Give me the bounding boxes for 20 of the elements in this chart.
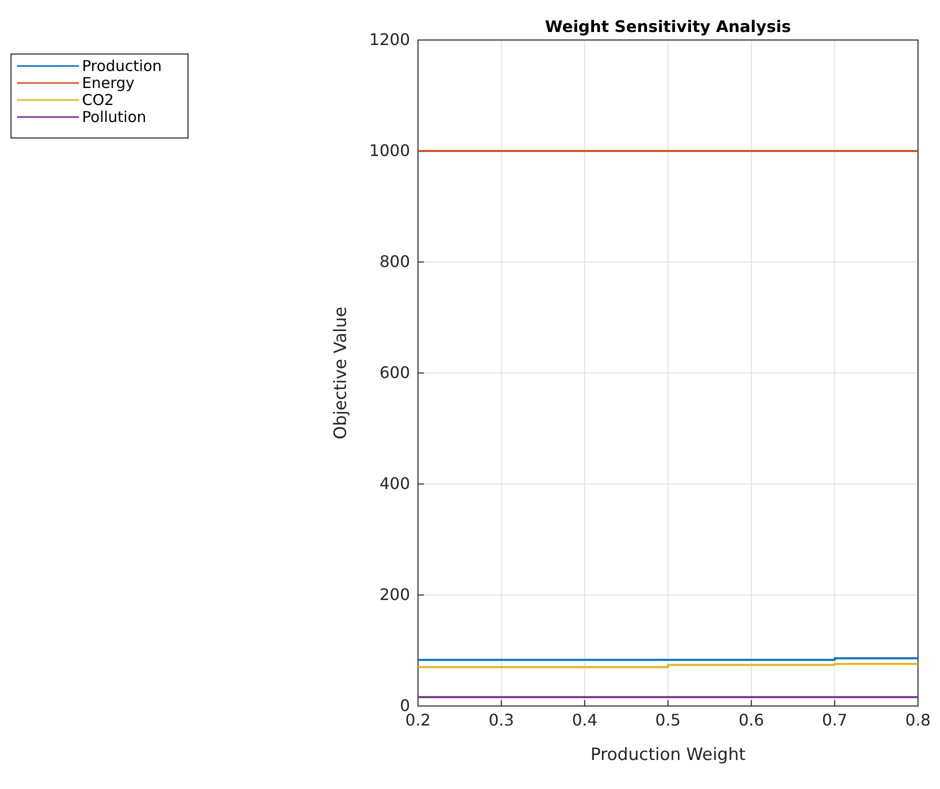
x-tick-label: 0.2 [405, 710, 431, 730]
x-tick-label: 0.3 [488, 710, 514, 730]
x-tick-label: 0.4 [572, 710, 598, 730]
y-tick-label: 200 [379, 585, 410, 604]
x-tick-label: 0.7 [822, 710, 848, 730]
y-tick-label: 600 [379, 363, 410, 382]
y-tick-label: 1200 [369, 30, 410, 50]
y-tick-label: 1000 [369, 141, 410, 160]
x-tick-label: 0.5 [655, 710, 681, 730]
x-axis-title: Production Weight [590, 745, 746, 765]
y-axis-title: Objective Value [331, 306, 351, 440]
legend-label: Energy [82, 74, 135, 92]
chart-title: Weight Sensitivity Analysis [545, 17, 791, 36]
x-tick-label: 0.8 [905, 710, 931, 730]
y-tick-label: 800 [379, 252, 410, 272]
legend-label: Production [82, 57, 162, 75]
legend-label: CO2 [82, 91, 114, 109]
legend-label: Pollution [82, 108, 146, 126]
x-tick-label: 0.6 [738, 710, 764, 730]
y-tick-label: 400 [379, 474, 410, 494]
